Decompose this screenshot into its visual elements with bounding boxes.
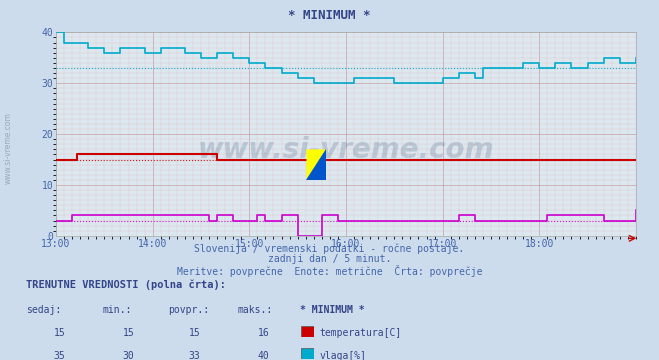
Polygon shape (306, 149, 326, 180)
Text: 15: 15 (123, 328, 134, 338)
Text: 35: 35 (53, 351, 65, 360)
Text: TRENUTNE VREDNOSTI (polna črta):: TRENUTNE VREDNOSTI (polna črta): (26, 279, 226, 289)
Polygon shape (306, 149, 326, 180)
Text: www.si-vreme.com: www.si-vreme.com (3, 112, 13, 184)
Text: 40: 40 (258, 351, 270, 360)
Text: 30: 30 (123, 351, 134, 360)
Text: zadnji dan / 5 minut.: zadnji dan / 5 minut. (268, 254, 391, 264)
Text: 16: 16 (258, 328, 270, 338)
Text: 15: 15 (53, 328, 65, 338)
Text: maks.:: maks.: (237, 305, 272, 315)
Text: sedaj:: sedaj: (26, 305, 61, 315)
Text: temperatura[C]: temperatura[C] (320, 328, 402, 338)
Text: vlaga[%]: vlaga[%] (320, 351, 366, 360)
Text: povpr.:: povpr.: (168, 305, 209, 315)
Text: www.si-vreme.com: www.si-vreme.com (198, 136, 494, 165)
Text: 15: 15 (188, 328, 200, 338)
Text: Meritve: povprečne  Enote: metrične  Črta: povprečje: Meritve: povprečne Enote: metrične Črta:… (177, 265, 482, 276)
Text: min.:: min.: (102, 305, 132, 315)
Text: Slovenija / vremenski podatki - ročne postaje.: Slovenija / vremenski podatki - ročne po… (194, 243, 465, 253)
Text: 33: 33 (188, 351, 200, 360)
Text: * MINIMUM *: * MINIMUM * (300, 305, 364, 315)
Text: * MINIMUM *: * MINIMUM * (288, 9, 371, 22)
